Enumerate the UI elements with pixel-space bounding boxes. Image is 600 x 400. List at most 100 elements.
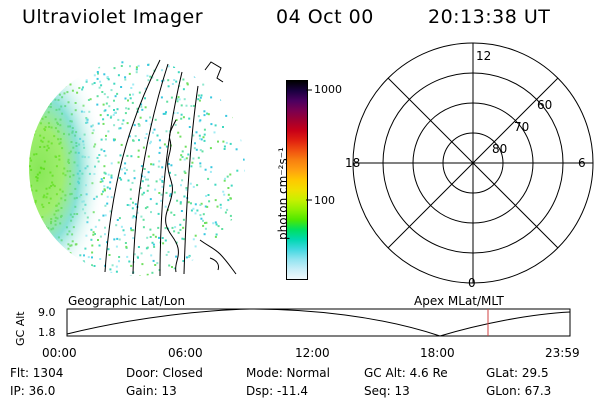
- emission-speckle: [176, 199, 179, 202]
- dsp-value: Dsp: -11.4: [246, 384, 309, 398]
- emission-speckle: [164, 227, 167, 230]
- emission-speckle: [154, 264, 157, 266]
- emission-speckle: [219, 203, 222, 206]
- emission-speckle: [227, 193, 230, 196]
- emission-speckle: [161, 237, 164, 239]
- emission-speckle: [166, 100, 169, 103]
- geographic-latitude: GLat: 29.5: [486, 366, 549, 380]
- emission-speckle: [194, 234, 197, 237]
- emission-speckle: [188, 126, 191, 128]
- emission-speckle: [223, 148, 226, 150]
- emission-speckle: [158, 192, 161, 194]
- emission-speckle: [170, 164, 173, 167]
- emission-speckle: [202, 83, 205, 86]
- emission-speckle: [149, 116, 152, 119]
- emission-speckle: [183, 170, 186, 173]
- emission-speckle: [207, 194, 210, 196]
- emission-speckle: [158, 160, 161, 163]
- emission-speckle: [180, 113, 183, 116]
- emission-speckle: [149, 75, 152, 78]
- emission-speckle: [180, 184, 182, 187]
- emission-speckle: [205, 195, 208, 197]
- emission-speckle: [195, 148, 198, 151]
- emission-speckle: [182, 88, 185, 91]
- emission-speckle: [226, 175, 229, 178]
- emission-speckle: [195, 131, 198, 134]
- emission-speckle: [217, 225, 220, 228]
- emission-speckle: [164, 205, 167, 208]
- emission-speckle: [145, 119, 148, 122]
- altitude-tick-9: 9.0: [38, 306, 56, 319]
- emission-speckle: [149, 123, 152, 126]
- emission-speckle: [200, 202, 203, 205]
- emission-speckle: [152, 259, 155, 262]
- geographic-longitude: GLon: 67.3: [486, 384, 552, 398]
- emission-speckle: [151, 76, 154, 79]
- emission-speckle: [167, 163, 170, 165]
- emission-speckle: [173, 267, 176, 270]
- emission-speckle: [192, 157, 195, 160]
- emission-speckle: [210, 166, 213, 169]
- emission-speckle: [184, 172, 187, 174]
- altitude-curve: [66, 308, 571, 337]
- geographic-grid-lines: [104, 59, 237, 277]
- mlt-label-6: 6: [578, 156, 586, 170]
- emission-speckle: [171, 266, 173, 268]
- emission-speckle: [184, 145, 187, 148]
- emission-speckle: [159, 178, 162, 181]
- emission-speckle: [185, 256, 188, 259]
- emission-speckle: [154, 235, 157, 238]
- emission-speckle: [149, 236, 152, 238]
- emission-speckle: [187, 201, 190, 204]
- lat-label-70: 70: [514, 120, 529, 134]
- time-label: 20:13:38 UT: [428, 6, 551, 28]
- emission-speckle: [150, 140, 152, 143]
- emission-speckle: [193, 147, 196, 150]
- emission-speckle: [163, 143, 166, 146]
- emission-speckle: [146, 189, 149, 192]
- emission-speckle: [169, 184, 172, 187]
- emission-speckle: [214, 221, 217, 224]
- colorbar-tick-100: 100: [314, 194, 335, 207]
- emission-speckle: [212, 222, 215, 225]
- emission-speckle: [190, 209, 193, 212]
- emission-speckle: [201, 150, 204, 153]
- colorbar-tick-1000: 1000: [314, 83, 342, 96]
- emission-speckle: [170, 96, 173, 99]
- emission-speckle: [194, 212, 197, 215]
- emission-speckle: [169, 171, 171, 174]
- emission-speckle: [145, 133, 148, 135]
- emission-speckle: [162, 79, 165, 82]
- emission-speckle: [194, 203, 197, 206]
- emission-speckle: [229, 197, 232, 200]
- emission-speckle: [149, 142, 152, 145]
- emission-speckle: [185, 187, 188, 190]
- flight-number: Flt: 1304: [10, 366, 64, 380]
- emission-speckle: [209, 170, 212, 173]
- emission-speckle: [227, 199, 230, 202]
- emission-speckle: [214, 235, 217, 238]
- emission-speckle: [182, 116, 185, 119]
- emission-speckle: [202, 136, 205, 139]
- emission-speckle: [165, 130, 168, 133]
- emission-speckle: [146, 74, 149, 77]
- sequence-number: Seq: 13: [364, 384, 410, 398]
- emission-speckle: [159, 146, 162, 149]
- emission-speckle: [145, 178, 147, 181]
- emission-speckle: [150, 211, 152, 214]
- emission-speckle: [204, 222, 206, 224]
- emission-speckle: [157, 212, 160, 215]
- emission-speckle: [180, 104, 183, 107]
- emission-speckle: [196, 184, 199, 187]
- emission-speckle: [190, 202, 192, 205]
- emission-speckle: [152, 131, 154, 134]
- emission-speckle: [207, 177, 210, 180]
- emission-speckle: [173, 112, 176, 115]
- emission-speckle: [173, 66, 176, 68]
- emission-speckle: [202, 213, 205, 216]
- lat-label-60: 60: [537, 98, 552, 112]
- emission-speckle: [175, 119, 178, 121]
- emission-speckle: [176, 100, 179, 103]
- emission-speckle: [175, 80, 178, 83]
